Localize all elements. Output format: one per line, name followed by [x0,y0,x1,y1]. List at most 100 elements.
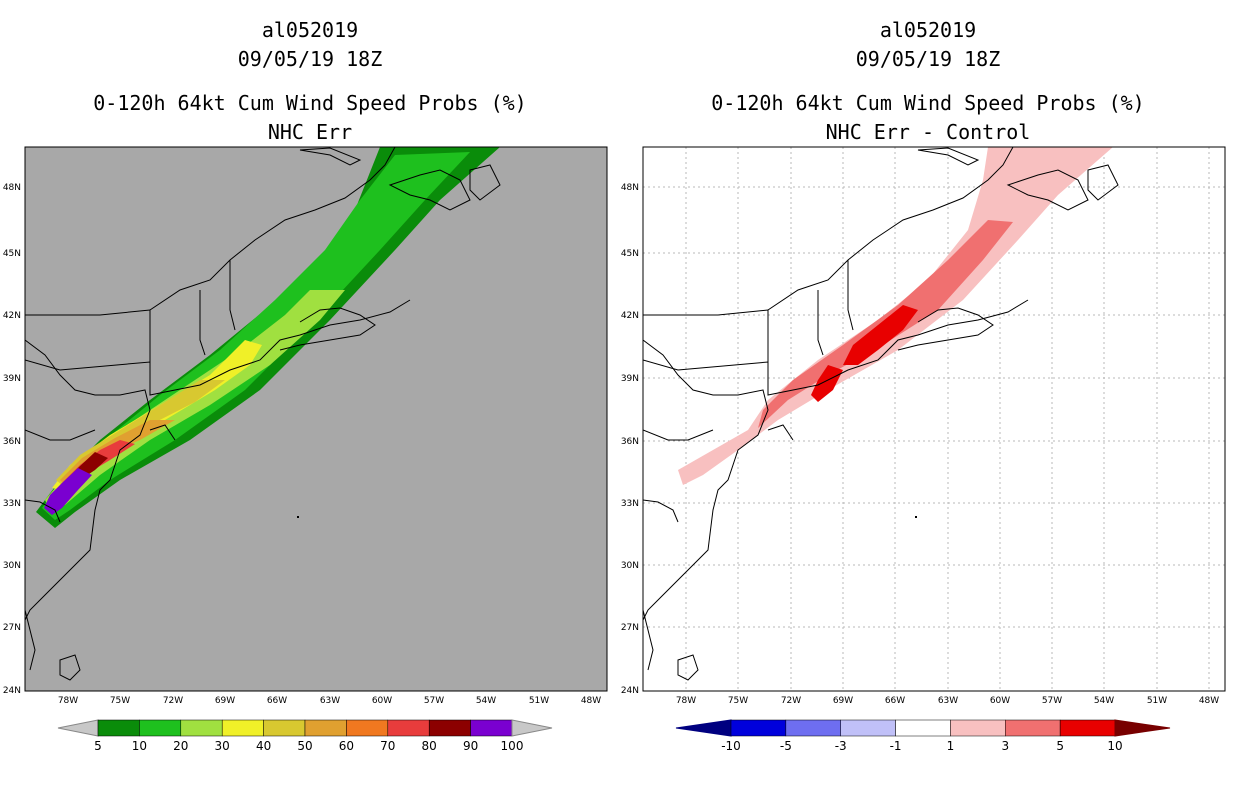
lon-label: 54W [1094,696,1114,705]
lat-label: 27N [3,623,21,633]
lon-label: 48W [1199,696,1219,705]
right-lat-labels: 48N 45N 42N 39N 36N 33N 30N 27N 24N [621,183,639,696]
lon-label: 66W [885,696,905,705]
left-storm-id: al052019 [261,18,359,42]
right-subtitle: NHC Err - Control [825,120,1031,144]
colorbar-label: 60 [339,739,354,753]
right-lon-labels: 78W 75W 72W 69W 66W 63W 60W 57W 54W 51W … [676,696,1219,705]
colorbar-label: 50 [297,739,312,753]
lat-label: 33N [621,499,639,509]
colorbar-swatch [950,719,1006,737]
colorbar-swatch [428,719,471,737]
colorbar-swatch [263,719,306,737]
lon-label: 60W [372,696,392,705]
colorbar-label: 40 [256,739,271,753]
lat-label: 42N [3,311,21,321]
lon-label: 72W [781,696,801,705]
colorbar-label: 5 [94,739,102,753]
lat-label: 39N [621,374,639,384]
lat-label: 24N [621,686,639,696]
colorbar-swatch [785,719,841,737]
left-colorbar-under-arrow [57,719,99,737]
left-colorbar: 5 10 20 30 40 50 60 70 80 90 100 [57,719,553,753]
colorbar-label: 100 [501,739,524,753]
colorbar-swatch [840,719,896,737]
swath-40pct [56,380,225,485]
lat-label: 30N [621,561,639,571]
lon-label: 78W [58,696,78,705]
lon-label: 57W [1042,696,1062,705]
lon-label: 51W [1147,696,1167,705]
lon-label: 75W [728,696,748,705]
lon-label: 78W [676,696,696,705]
right-colorbar-under-arrow [675,719,732,737]
left-datetime: 09/05/19 18Z [237,47,383,71]
lon-label: 63W [320,696,340,705]
colorbar-label: 5 [1056,739,1064,753]
lon-label: 54W [476,696,496,705]
colorbar-swatch [895,719,951,737]
lat-label: 33N [3,499,21,509]
colorbar-label: -3 [835,739,847,753]
left-colorbar-over-arrow [511,719,553,737]
right-storm-id: al052019 [879,18,977,42]
colorbar-label: 1 [947,739,955,753]
colorbar-label: 90 [463,739,478,753]
colorbar-label: 10 [1107,739,1122,753]
colorbar-swatch [1059,719,1116,737]
colorbar-swatch [97,719,140,737]
lat-label: 27N [621,623,639,633]
lat-label: 24N [3,686,21,696]
colorbar-label: 3 [1001,739,1009,753]
lon-label: 69W [833,696,853,705]
colorbar-swatch [730,719,787,737]
lat-label: 45N [3,249,21,259]
swath-60pct [60,420,175,485]
colorbar-swatch [304,719,347,737]
diff-5to10 [843,305,918,365]
colorbar-label: -5 [780,739,792,753]
lon-label: 69W [215,696,235,705]
left-lon-labels: 78W 75W 72W 69W 66W 63W 60W 57W 54W 51W … [58,696,601,705]
colorbar-swatch [139,719,182,737]
lat-label: 42N [621,311,639,321]
lat-label: 45N [621,249,639,259]
lat-label: 48N [3,183,21,193]
lon-label: 66W [267,696,287,705]
colorbar-swatch [470,719,513,737]
lat-label: 36N [621,437,639,447]
right-gridlines [643,147,1225,691]
right-coastlines [643,147,1119,681]
left-coastlines [25,147,501,681]
colorbar-label: 10 [132,739,147,753]
left-map-panel: 48N 45N 42N 39N 36N 33N 30N 27N 24N 78W … [3,146,608,705]
colorbar-label: -10 [721,739,741,753]
left-subtitle: NHC Err [267,120,353,144]
lon-label: 63W [938,696,958,705]
right-map-background [643,147,1225,691]
right-datetime: 09/05/19 18Z [855,47,1001,71]
colorbar-label: 70 [380,739,395,753]
colorbar-label: 80 [422,739,437,753]
lat-label: 36N [3,437,21,447]
diff-5to10-b [811,365,843,402]
colorbar-swatch [1005,719,1061,737]
right-map-panel: 48N 45N 42N 39N 36N 33N 30N 27N 24N 78W … [621,146,1226,705]
lon-label: 57W [424,696,444,705]
colorbar-label: 20 [173,739,188,753]
lon-label: 51W [529,696,549,705]
colorbar-swatch [387,719,430,737]
colorbar-label: -1 [890,739,902,753]
lon-label: 48W [581,696,601,705]
lon-label: 75W [110,696,130,705]
right-colorbar: -10 -5 -3 -1 1 3 5 10 [675,719,1171,753]
colorbar-swatch [221,719,264,737]
left-product-title: 0-120h 64kt Cum Wind Speed Probs (%) [93,91,527,115]
colorbar-swatch [180,719,223,737]
swath-100pct [44,468,92,515]
left-map-background [25,147,607,691]
lat-label: 30N [3,561,21,571]
right-product-title: 0-120h 64kt Cum Wind Speed Probs (%) [711,91,1145,115]
lon-label: 60W [990,696,1010,705]
colorbar-swatch [346,719,389,737]
